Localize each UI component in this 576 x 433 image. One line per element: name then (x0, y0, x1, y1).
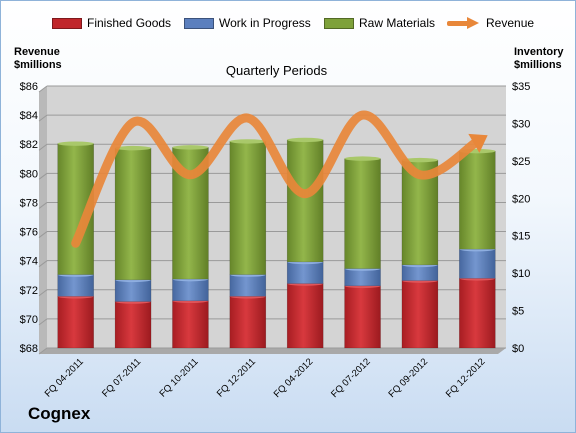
category-label: FQ 07-2012 (329, 356, 373, 400)
legend-label-finished-goods: Finished Goods (87, 16, 172, 30)
legend-swatch-raw-materials (324, 17, 354, 29)
left-axis-title-line2: $millions (14, 59, 62, 71)
right-tick-label: $5 (512, 306, 524, 318)
right-axis-title-line2: $millions (514, 59, 562, 71)
bar-finished-goods (57, 296, 94, 349)
company-name: Cognex (28, 404, 91, 423)
legend-item-finished-goods: Finished Goods (52, 13, 171, 33)
bar-finished-goods (114, 301, 152, 349)
bar-raw-materials-cap (172, 145, 209, 150)
left-tick-label: $78 (20, 197, 38, 209)
right-tick-label: $10 (512, 268, 530, 280)
bar-raw-materials-cap (287, 137, 324, 143)
legend-swatch-finished-goods (52, 17, 82, 29)
bar-finished-goods (229, 296, 267, 349)
left-tick-label: $80 (20, 168, 38, 180)
bar-work-in-progress (459, 248, 496, 279)
legend-item-work-in-progress: Work in Progress (184, 13, 311, 33)
bar-raw-materials-cap (229, 139, 266, 144)
bar-raw-materials (344, 158, 381, 269)
legend-arrow-icon (447, 17, 481, 29)
right-tick-label: $0 (512, 343, 524, 355)
bar-finished-goods (172, 300, 209, 349)
left-tick-label: $84 (20, 110, 38, 122)
gridline-depth (38, 318, 48, 326)
gridline-depth (38, 114, 48, 122)
chart-title: Quarterly Periods (226, 63, 328, 78)
bar-work-in-progress (114, 279, 152, 302)
category-label: FQ 12-2011 (215, 356, 258, 399)
category-label: FQ 04-2011 (43, 356, 86, 399)
bar-work-in-progress (172, 278, 209, 302)
bar-work-in-progress (344, 268, 381, 287)
gridline-depth (38, 347, 48, 355)
bar-raw-materials (286, 139, 324, 263)
bar-raw-materials (229, 141, 267, 275)
left-axis-title: Revenue $millions (14, 46, 62, 72)
gridline-depth (38, 143, 48, 151)
bar-finished-goods (459, 278, 496, 349)
left-tick-label: $76 (20, 227, 38, 239)
gridline-depth (38, 289, 48, 297)
bar-raw-materials (459, 150, 496, 250)
plot-floor (39, 348, 506, 354)
plot-side-wall (39, 86, 47, 354)
left-tick-label: $86 (20, 81, 38, 93)
right-axis-title: Inventory $millions (514, 46, 564, 72)
bar-finished-goods (401, 280, 439, 349)
right-tick-label: $35 (512, 81, 530, 93)
revenue-line (71, 110, 482, 248)
legend-swatch-work-in-progress (184, 17, 214, 29)
left-tick-label: $74 (20, 256, 38, 268)
left-tick-label: $72 (20, 285, 38, 297)
bar-work-in-progress (286, 261, 324, 284)
gridline-depth (38, 202, 48, 209)
legend-label-raw-materials: Raw Materials (359, 16, 436, 30)
gridline-depth (38, 231, 48, 238)
right-tick-label: $30 (512, 118, 530, 130)
legend-item-revenue: Revenue (447, 13, 534, 33)
bar-raw-materials (114, 147, 152, 281)
left-tick-label: $82 (20, 139, 38, 151)
left-tick-label: $70 (20, 314, 38, 326)
legend-label-revenue: Revenue (486, 16, 535, 30)
right-tick-label: $15 (512, 231, 530, 243)
category-label: FQ 10-2011 (157, 356, 200, 399)
left-tick-label: $68 (20, 343, 38, 355)
bar-raw-materials-cap (57, 141, 94, 146)
legend-item-raw-materials: Raw Materials (324, 13, 435, 33)
left-axis-title-line1: Revenue (14, 46, 60, 58)
bar-finished-goods (344, 285, 381, 349)
category-label: FQ 09-2012 (386, 356, 430, 400)
legend: Finished Goods Work in Progress Raw Mate… (0, 13, 576, 33)
category-label: FQ 07-2011 (100, 356, 143, 399)
bar-work-in-progress (229, 274, 267, 297)
bar-finished-goods (286, 283, 324, 349)
category-label: FQ 12-2012 (444, 356, 488, 400)
category-label: FQ 04-2012 (272, 356, 316, 400)
revenue-arrow-head (468, 133, 488, 153)
bar-work-in-progress (57, 274, 94, 297)
right-tick-label: $20 (512, 193, 530, 205)
gridline-depth (38, 260, 48, 268)
bar-raw-materials-cap (344, 156, 381, 161)
right-axis-title-line1: Inventory (514, 46, 564, 58)
gridline-depth (38, 172, 48, 180)
legend-label-work-in-progress: Work in Progress (219, 16, 311, 30)
bar-raw-materials-cap (401, 157, 438, 163)
bar-work-in-progress (401, 264, 439, 281)
right-tick-label: $25 (512, 156, 530, 168)
gridline-depth (38, 85, 48, 93)
bar-raw-materials-cap (115, 145, 152, 151)
